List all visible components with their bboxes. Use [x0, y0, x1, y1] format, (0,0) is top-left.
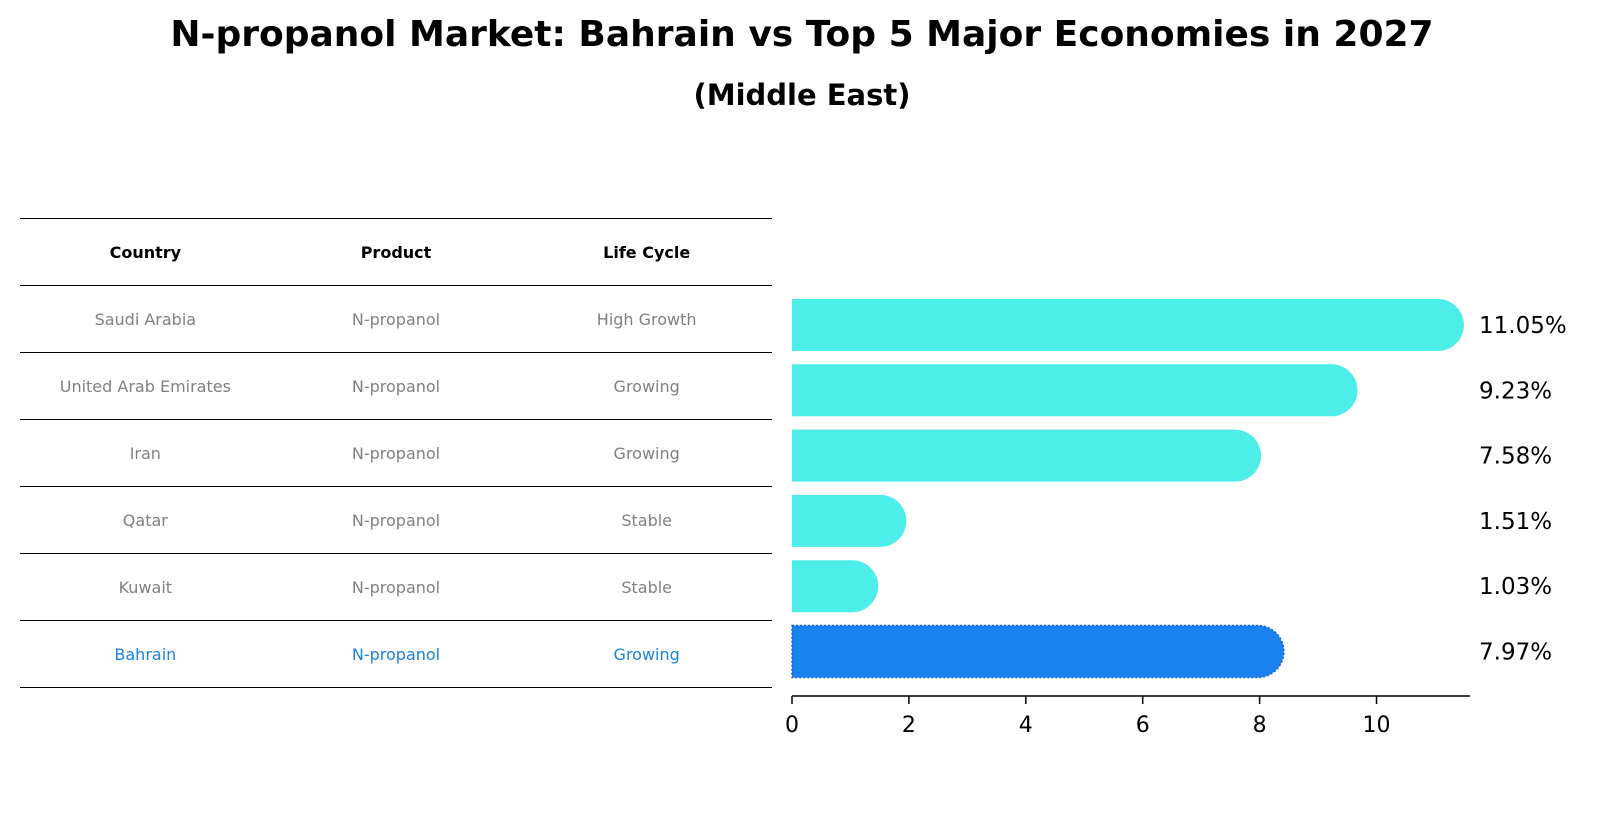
cell-country: Bahrain [114, 644, 177, 664]
bar-value-label: 1.03% [1479, 574, 1552, 600]
cell-country: Iran [129, 443, 161, 463]
cell-product: N-propanol [351, 443, 441, 463]
cell-country: Qatar [122, 510, 168, 530]
x-tick-label: 0 [785, 713, 799, 738]
cell-life-cycle: Growing [613, 644, 680, 664]
table-header-row: Country Product Life Cycle [20, 218, 772, 285]
table-row: Kuwait N-propanol Stable [20, 553, 772, 620]
x-tick-label: 2 [902, 713, 916, 738]
bar-bahrain [791, 624, 1285, 679]
bar-united-arab-emirates [792, 364, 1358, 417]
chart-subtitle: (Middle East) [693, 78, 911, 112]
data-table: Country Product Life Cycle Saudi Arabia … [20, 218, 772, 688]
header-life-cycle: Life Cycle [603, 242, 691, 262]
bars-group [791, 299, 1464, 679]
x-tick-label: 4 [1019, 713, 1033, 738]
cell-life-cycle: High Growth [596, 309, 697, 329]
cell-life-cycle: Growing [613, 376, 680, 396]
bar-qatar [792, 494, 907, 547]
cell-life-cycle: Stable [621, 577, 673, 597]
cell-life-cycle: Stable [621, 510, 673, 530]
cell-product: N-propanol [351, 510, 441, 530]
bar-kuwait [792, 560, 879, 613]
cell-country: United Arab Emirates [59, 376, 231, 396]
bar-iran [792, 429, 1262, 482]
x-axis: 0 2 4 6 8 10 [785, 695, 1470, 738]
value-labels-group: 11.05% 9.23% 7.58% 1.51% 1.03% 7.97% [1479, 313, 1567, 666]
chart-title: N-propanol Market: Bahrain vs Top 5 Majo… [170, 14, 1434, 55]
cell-country: Saudi Arabia [94, 309, 197, 329]
bar-value-label: 7.97% [1479, 640, 1552, 666]
cell-product: N-propanol [351, 577, 441, 597]
cell-product: N-propanol [351, 644, 441, 664]
x-tick-label: 10 [1363, 713, 1391, 738]
cell-life-cycle: Growing [613, 443, 680, 463]
cell-product: N-propanol [351, 309, 441, 329]
x-tick-label: 8 [1253, 713, 1267, 738]
bar-value-label: 7.58% [1479, 444, 1552, 470]
header-country: Country [109, 242, 182, 262]
bar-saudi-arabia [792, 299, 1464, 351]
table-row: United Arab Emirates N-propanol Growing [20, 352, 772, 419]
header-product: Product [360, 242, 432, 262]
bar-value-label: 9.23% [1479, 378, 1552, 404]
cell-product: N-propanol [351, 376, 441, 396]
table-row: Iran N-propanol Growing [20, 419, 772, 486]
bar-value-label: 11.05% [1479, 313, 1567, 339]
table-row: Qatar N-propanol Stable [20, 486, 772, 553]
bar-value-label: 1.51% [1479, 509, 1552, 535]
x-tick-label: 6 [1136, 713, 1150, 738]
table-row-highlighted: Bahrain N-propanol Growing [20, 620, 772, 688]
table-row: Saudi Arabia N-propanol High Growth [20, 285, 772, 352]
cell-country: Kuwait [118, 577, 173, 597]
